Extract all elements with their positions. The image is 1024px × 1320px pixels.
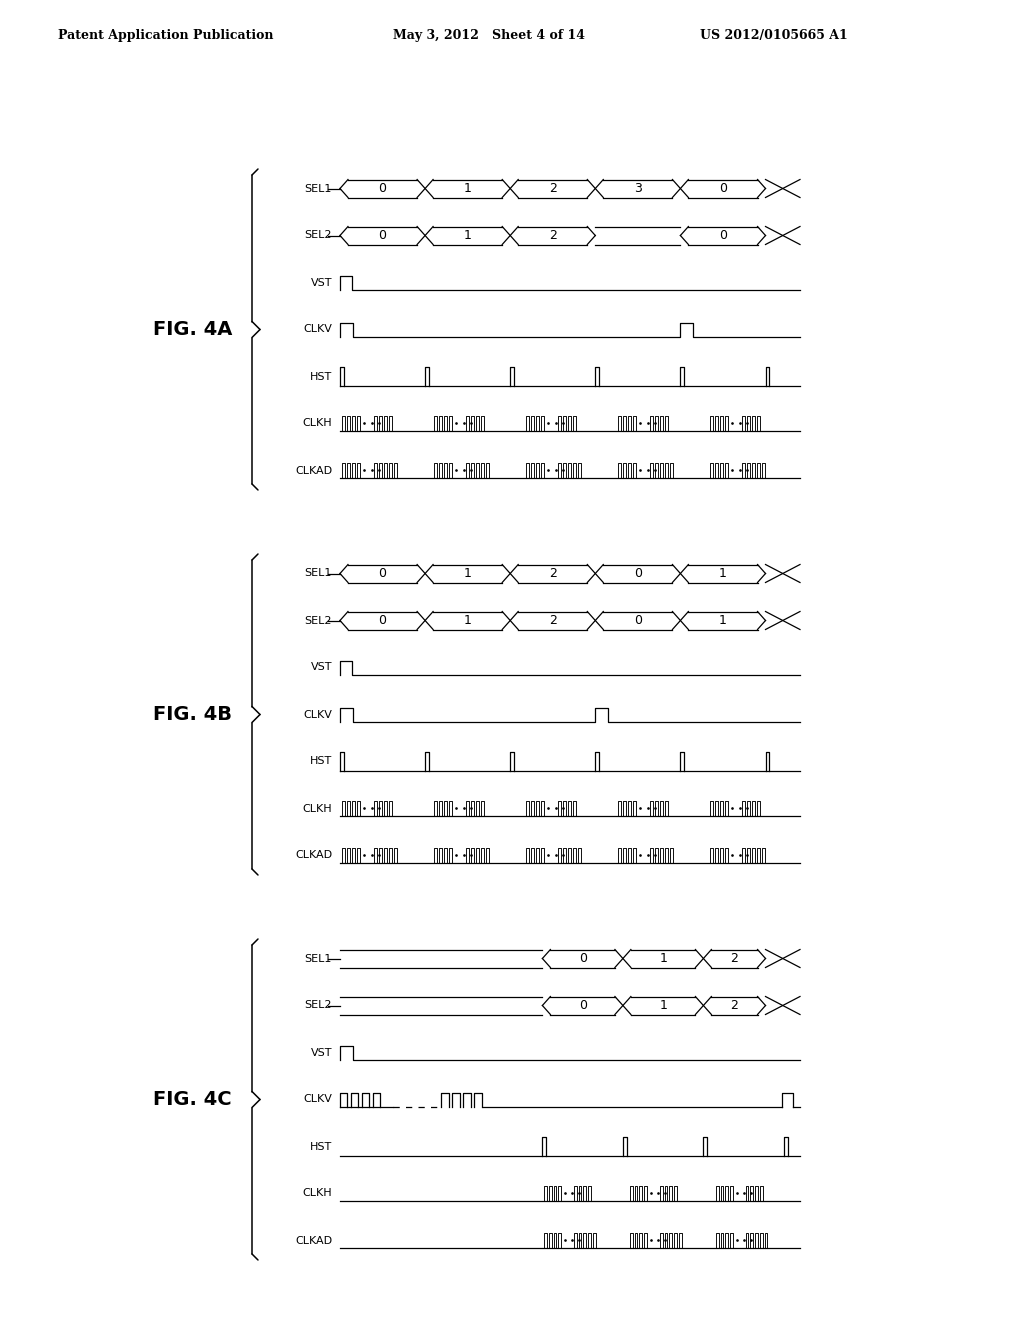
Text: 2: 2 xyxy=(549,614,557,627)
Text: 1: 1 xyxy=(719,614,727,627)
Text: 1: 1 xyxy=(464,568,472,579)
Text: 0: 0 xyxy=(379,614,386,627)
Text: 3: 3 xyxy=(634,182,642,195)
Text: 2: 2 xyxy=(730,999,738,1012)
Text: Patent Application Publication: Patent Application Publication xyxy=(58,29,273,41)
Text: 0: 0 xyxy=(579,999,587,1012)
Text: 1: 1 xyxy=(464,614,472,627)
Text: 0: 0 xyxy=(634,568,642,579)
Text: CLKH: CLKH xyxy=(302,804,332,813)
Text: 0: 0 xyxy=(634,614,642,627)
Text: HST: HST xyxy=(309,756,332,767)
Text: CLKH: CLKH xyxy=(302,418,332,429)
Text: HST: HST xyxy=(309,1142,332,1151)
Text: VST: VST xyxy=(310,1048,332,1057)
Text: VST: VST xyxy=(310,277,332,288)
Text: CLKAD: CLKAD xyxy=(295,850,332,861)
Text: CLKV: CLKV xyxy=(303,325,332,334)
Text: 0: 0 xyxy=(719,228,727,242)
Text: SEL2: SEL2 xyxy=(304,1001,332,1011)
Text: FIG. 4A: FIG. 4A xyxy=(153,319,232,339)
Text: SEL1: SEL1 xyxy=(304,183,332,194)
Text: SEL1: SEL1 xyxy=(304,953,332,964)
Text: CLKH: CLKH xyxy=(302,1188,332,1199)
Text: 0: 0 xyxy=(719,182,727,195)
Text: FIG. 4C: FIG. 4C xyxy=(154,1090,232,1109)
Text: FIG. 4B: FIG. 4B xyxy=(153,705,232,723)
Text: CLKV: CLKV xyxy=(303,710,332,719)
Text: US 2012/0105665 A1: US 2012/0105665 A1 xyxy=(700,29,848,41)
Text: CLKAD: CLKAD xyxy=(295,466,332,475)
Text: 1: 1 xyxy=(464,182,472,195)
Text: 0: 0 xyxy=(379,182,386,195)
Text: 2: 2 xyxy=(549,182,557,195)
Text: 0: 0 xyxy=(379,568,386,579)
Text: SEL2: SEL2 xyxy=(304,615,332,626)
Text: SEL1: SEL1 xyxy=(304,569,332,578)
Text: 1: 1 xyxy=(659,999,667,1012)
Text: May 3, 2012   Sheet 4 of 14: May 3, 2012 Sheet 4 of 14 xyxy=(393,29,585,41)
Text: 1: 1 xyxy=(659,952,667,965)
Text: SEL2: SEL2 xyxy=(304,231,332,240)
Text: 2: 2 xyxy=(730,952,738,965)
Text: 2: 2 xyxy=(549,568,557,579)
Text: 2: 2 xyxy=(549,228,557,242)
Text: 1: 1 xyxy=(719,568,727,579)
Text: HST: HST xyxy=(309,371,332,381)
Text: VST: VST xyxy=(310,663,332,672)
Text: 0: 0 xyxy=(379,228,386,242)
Text: 0: 0 xyxy=(579,952,587,965)
Text: CLKAD: CLKAD xyxy=(295,1236,332,1246)
Text: 1: 1 xyxy=(464,228,472,242)
Text: CLKV: CLKV xyxy=(303,1094,332,1105)
